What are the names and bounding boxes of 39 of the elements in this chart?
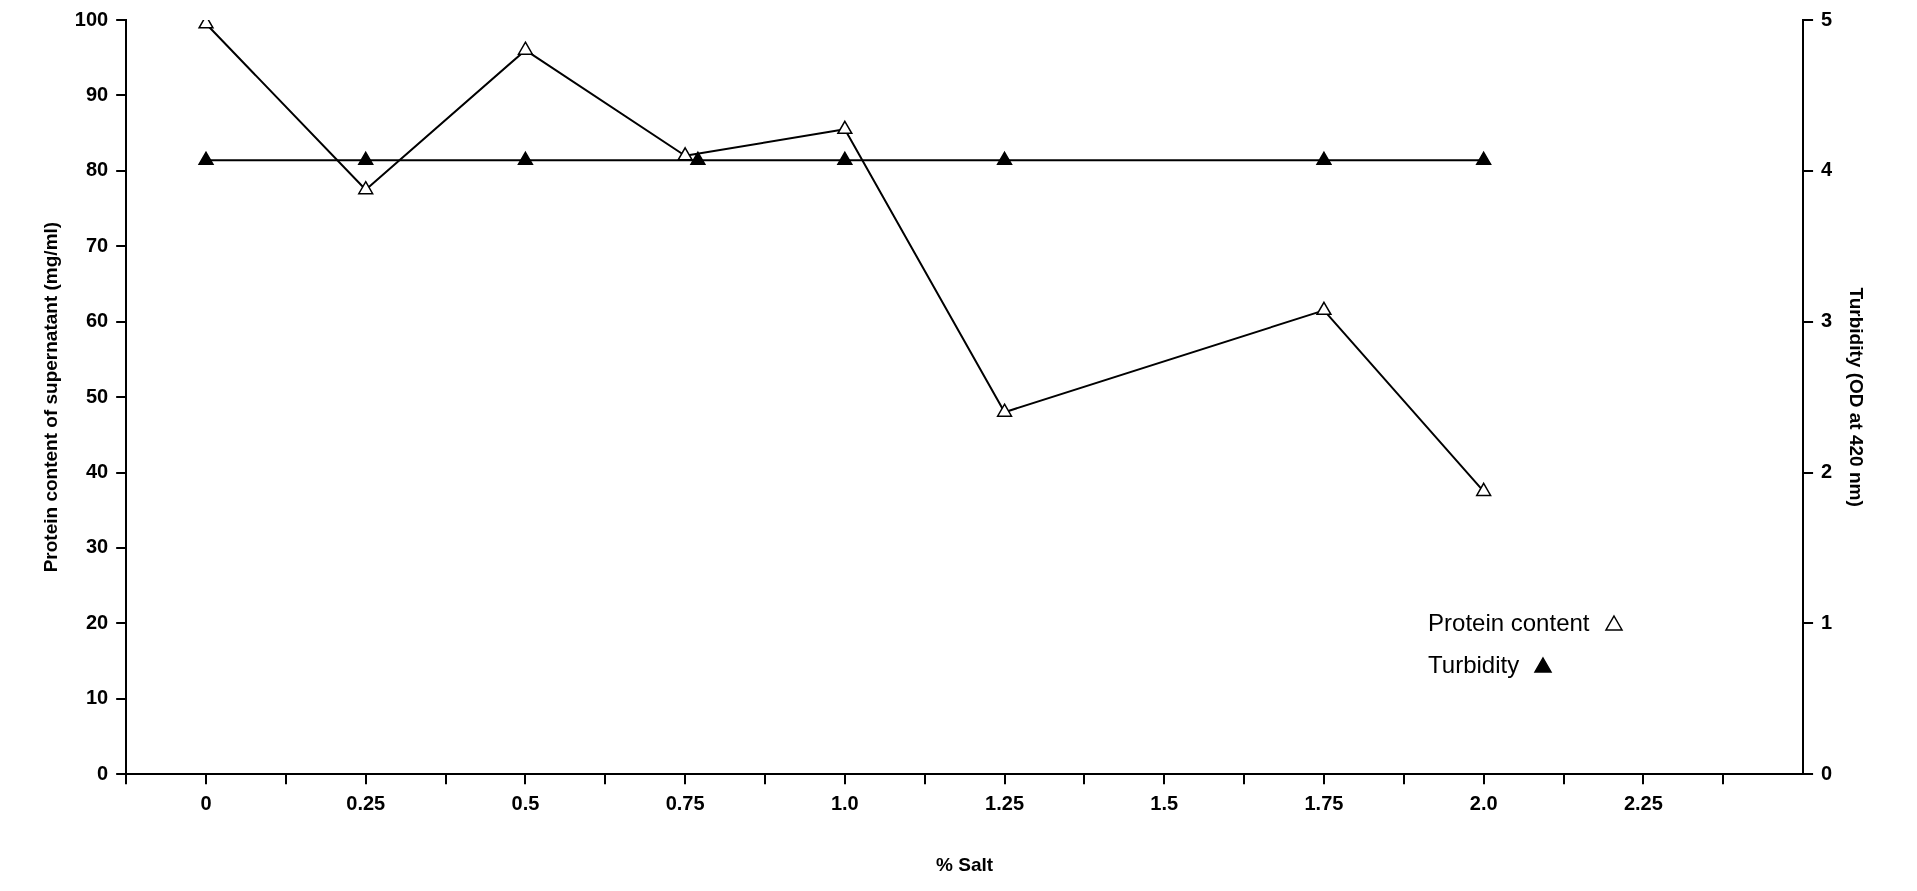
x-axis-title: % Salt — [936, 853, 994, 875]
point — [837, 120, 853, 135]
y-tick-label: 50 — [85, 384, 109, 407]
y2-axis-title: Turbidity (OD at 420 nm) — [1846, 287, 1868, 507]
y2-tick-label: 1 — [1821, 610, 1833, 633]
y2-tick-label: 3 — [1821, 309, 1833, 332]
x-tick-label: 2.0 — [1469, 791, 1498, 814]
y-tick-label: 10 — [85, 686, 109, 709]
y-tick-label: 40 — [85, 460, 109, 483]
y-tick-label: 20 — [85, 610, 109, 633]
x-tick-label: 1.5 — [1150, 791, 1179, 814]
x-tick-label: 1.25 — [985, 791, 1025, 814]
x-tick-label: 0.5 — [511, 791, 540, 814]
x-tick-label: 1.0 — [830, 791, 859, 814]
legend-label: Turbidity — [1428, 651, 1520, 680]
y-tick-label: 0 — [97, 761, 109, 784]
y-axis-title: Protein content of supernatant (mg/ml) — [39, 221, 61, 573]
x-tick-label: 0.75 — [665, 791, 705, 814]
y-tick-label: 30 — [85, 535, 109, 558]
x-tick-label: 0 — [200, 791, 212, 814]
point — [1316, 301, 1332, 316]
x-tick-label: 2.25 — [1623, 791, 1663, 814]
y-tick-label: 100 — [74, 7, 109, 30]
y2-tick-label: 0 — [1821, 761, 1833, 784]
point — [1475, 482, 1492, 497]
y-tick-label: 70 — [85, 233, 109, 256]
y-tick-label: 90 — [85, 82, 109, 105]
y2-tick-label: 5 — [1821, 7, 1833, 30]
point — [677, 147, 693, 161]
legend-label: Protein content — [1428, 609, 1590, 638]
point — [996, 403, 1013, 417]
point — [358, 180, 374, 195]
y-tick-label: 80 — [85, 158, 109, 181]
y2-tick-label: 2 — [1821, 460, 1833, 483]
point — [517, 41, 534, 55]
x-tick-label: 1.75 — [1304, 791, 1344, 814]
y-tick-label: 60 — [85, 309, 109, 332]
y2-tick-label: 4 — [1821, 158, 1834, 181]
x-tick-label: 0.25 — [346, 791, 386, 814]
